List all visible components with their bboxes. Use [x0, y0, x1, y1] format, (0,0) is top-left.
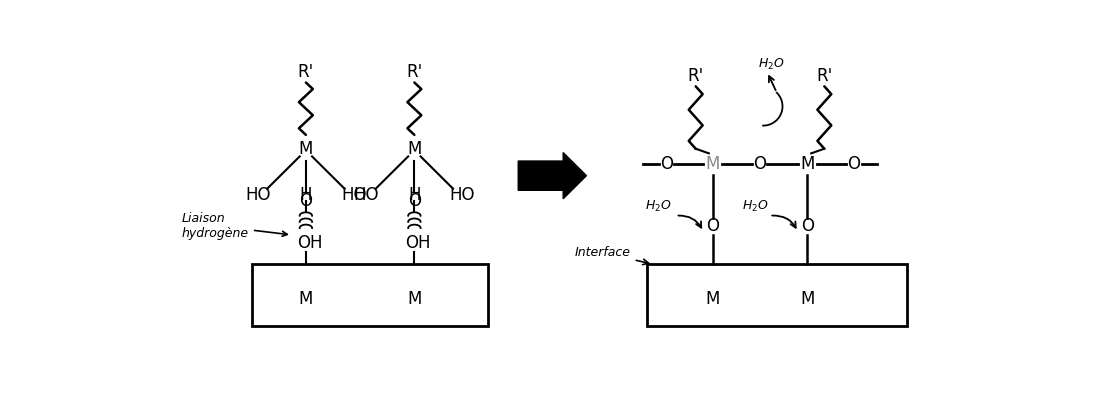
- Bar: [647, 264, 907, 326]
- Bar: [252, 264, 488, 326]
- Text: O: O: [848, 155, 860, 173]
- Text: $\mathit{H_2O}$: $\mathit{H_2O}$: [645, 199, 672, 214]
- Text: R': R': [687, 66, 704, 84]
- Text: M: M: [800, 155, 814, 173]
- FancyArrow shape: [518, 153, 586, 199]
- Text: M: M: [705, 290, 720, 308]
- Text: O: O: [801, 217, 814, 235]
- Text: M: M: [299, 140, 313, 158]
- Text: Interface: Interface: [575, 246, 648, 265]
- Text: M: M: [800, 290, 814, 308]
- Text: HO: HO: [450, 186, 476, 204]
- Text: HO: HO: [341, 186, 367, 204]
- Text: HO: HO: [245, 186, 271, 204]
- Text: O: O: [408, 192, 421, 210]
- Text: HO: HO: [353, 186, 379, 204]
- Text: R': R': [407, 63, 422, 81]
- Text: O: O: [300, 192, 312, 210]
- Text: O: O: [706, 217, 720, 235]
- Text: Liaison
hydrogène: Liaison hydrogène: [182, 212, 287, 240]
- Text: OH: OH: [405, 234, 431, 252]
- Text: M: M: [299, 290, 313, 308]
- Text: $\mathit{H_2O}$: $\mathit{H_2O}$: [742, 199, 769, 214]
- Text: M: M: [408, 290, 421, 308]
- Text: O: O: [659, 155, 673, 173]
- Text: M: M: [705, 155, 720, 173]
- Text: R': R': [817, 66, 832, 84]
- Text: R': R': [297, 63, 314, 81]
- Text: $\mathit{H_2O}$: $\mathit{H_2O}$: [758, 56, 784, 71]
- Text: H: H: [408, 186, 421, 204]
- Text: O: O: [753, 155, 765, 173]
- Text: OH: OH: [297, 234, 322, 252]
- Text: H: H: [300, 186, 312, 204]
- Text: M: M: [408, 140, 421, 158]
